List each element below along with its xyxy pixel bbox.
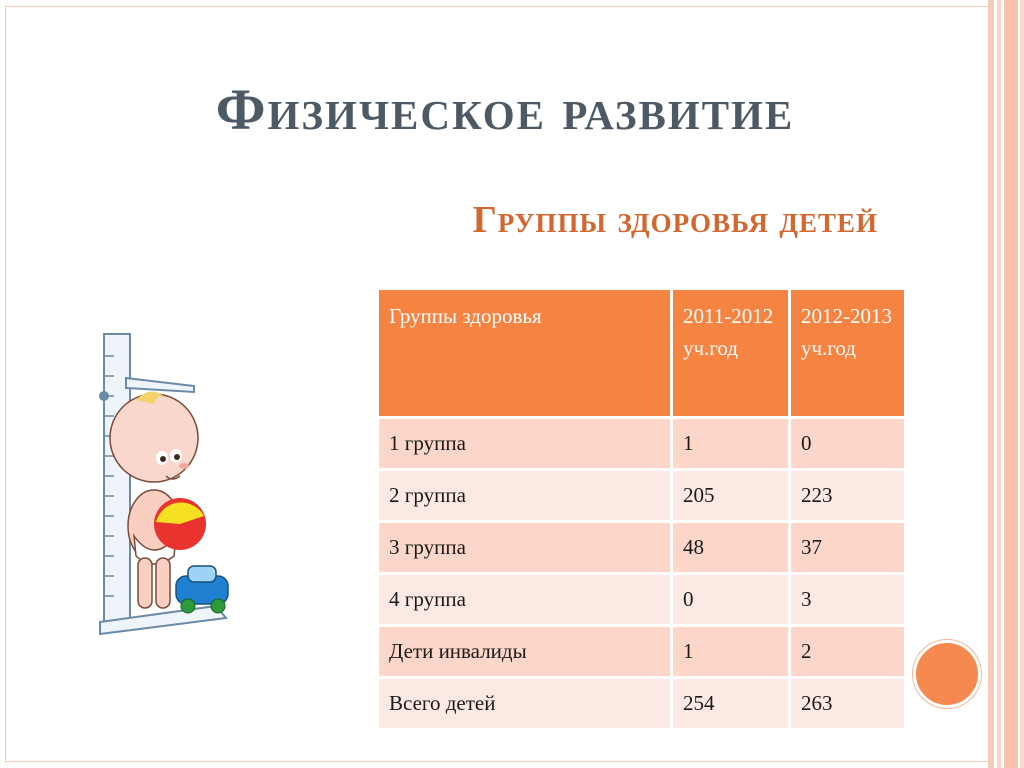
slide-title: Физическое развитие (215, 77, 795, 142)
table-cell: 1 группа (376, 416, 673, 471)
table-row: 2 группа 205 223 (376, 468, 907, 523)
table-cell: 0 (788, 416, 907, 471)
table-cell: 3 группа (376, 520, 673, 575)
baby-on-height-scale-icon (99, 333, 229, 636)
table-cell: 0 (670, 572, 791, 627)
table-row: Дети инвалиды 1 2 (376, 624, 907, 679)
table-row: 3 группа 48 37 (376, 520, 907, 575)
decorative-dot (913, 640, 981, 708)
table-cell: 223 (788, 468, 907, 523)
frame-stripe (997, 0, 1001, 768)
column-header: 2011-2012 уч.год (670, 287, 791, 419)
column-header: Группы здоровья (376, 287, 673, 419)
table-cell: 4 группа (376, 572, 673, 627)
table-cell: 3 (788, 572, 907, 627)
table-header-row: Группы здоровья 2011-2012 уч.год 2012-20… (376, 287, 907, 419)
table-cell: 205 (670, 468, 791, 523)
table-row: 1 группа 1 0 (376, 416, 907, 471)
health-groups-table: Группы здоровья 2011-2012 уч.год 2012-20… (376, 287, 907, 731)
table-cell: 48 (670, 520, 791, 575)
slide-subtitle: Группы здоровья детей (472, 199, 878, 241)
table-cell: Дети инвалиды (376, 624, 673, 679)
frame-stripe (1020, 0, 1024, 768)
table-cell: 1 (670, 416, 791, 471)
table-cell: 2 (788, 624, 907, 679)
table-cell: 263 (788, 676, 907, 731)
table-row: 4 группа 0 3 (376, 572, 907, 627)
table-cell: 37 (788, 520, 907, 575)
table-row: Всего детей 254 263 (376, 676, 907, 731)
table-cell: Всего детей (376, 676, 673, 731)
column-header: 2012-2013 уч.год (788, 287, 907, 419)
frame-stripe (1004, 0, 1018, 768)
frame-stripe (988, 0, 994, 768)
table-cell: 1 (670, 624, 791, 679)
frame-top-line (5, 6, 988, 7)
frame-bottom-line (5, 761, 988, 762)
table-cell: 254 (670, 676, 791, 731)
frame-left-line (5, 6, 6, 762)
table-cell: 2 группа (376, 468, 673, 523)
